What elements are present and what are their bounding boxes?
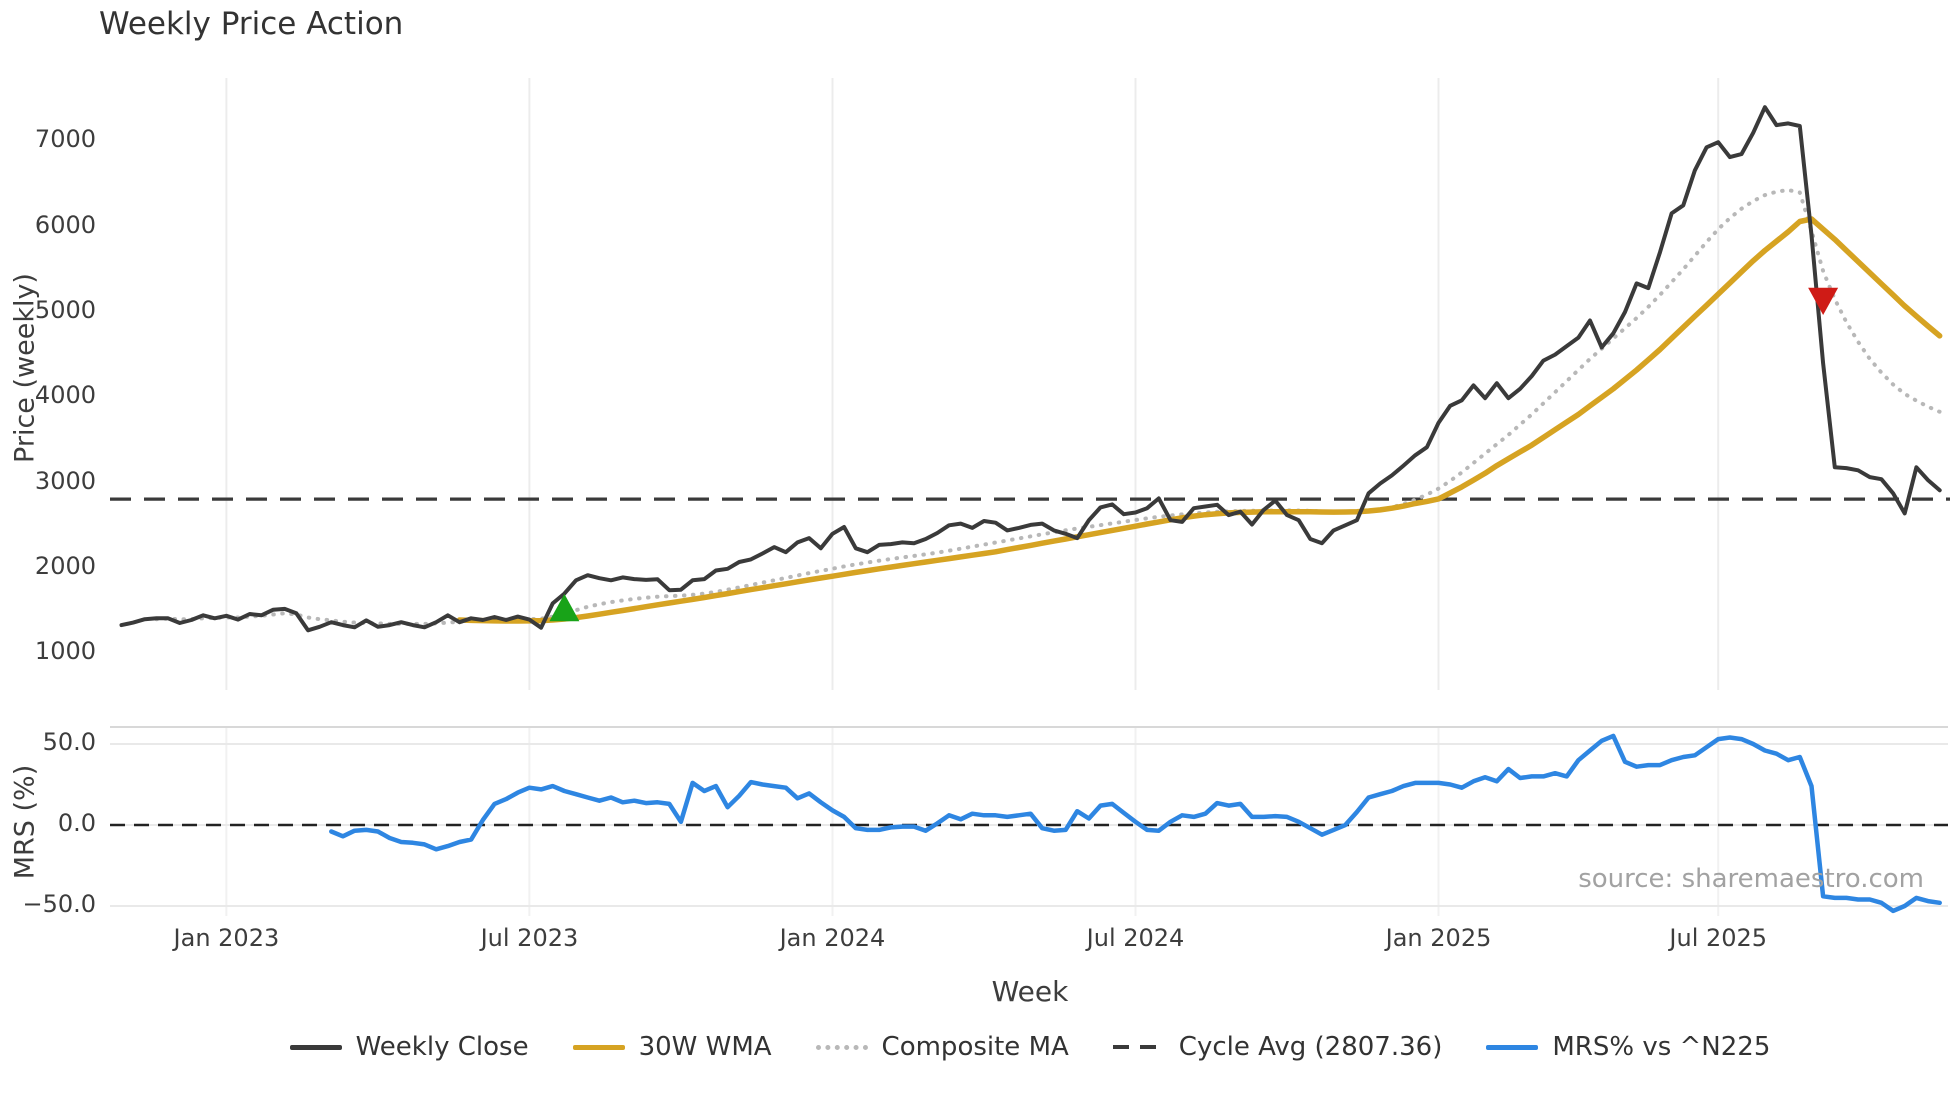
legend-item: Composite MA <box>815 1032 1069 1062</box>
legend-line-sample-icon <box>572 1044 625 1050</box>
legend-item-label: MRS% vs ^N225 <box>1552 1032 1771 1062</box>
legend: Weekly Close 30W WMA Composite MA Cycle Avg… <box>110 1032 1950 1062</box>
price-tick-label: 5000 <box>34 295 96 324</box>
price-tick-label: 6000 <box>34 210 96 239</box>
x-tick-label: Jul 2024 <box>1086 924 1185 952</box>
price-tick-label: 4000 <box>34 381 96 410</box>
x-tick-label: Jan 2023 <box>173 924 280 952</box>
chart-title: Weekly Price Action <box>99 6 404 42</box>
legend-item-label: Weekly Close <box>355 1032 529 1062</box>
legend-line-sample-icon <box>1486 1044 1539 1050</box>
buy-signal-marker-icon <box>549 593 580 622</box>
price-tick-label: 3000 <box>34 466 96 495</box>
mrs-line <box>329 733 1942 914</box>
legend-item-label: 30W WMA <box>638 1032 772 1062</box>
legend-item: MRS% vs ^N225 <box>1486 1032 1770 1062</box>
legend-item: Cycle Avg (2807.36) <box>1112 1032 1443 1062</box>
legend-item: Weekly Close <box>289 1032 529 1062</box>
source-watermark: source: sharemaestro.com <box>1578 864 1924 894</box>
legend-line-sample-icon <box>815 1044 868 1050</box>
x-tick-label: Jan 2024 <box>779 924 886 952</box>
x-tick-label: Jul 2025 <box>1669 924 1768 952</box>
price-tick-label: 2000 <box>34 551 96 580</box>
x-axis-label: Week <box>991 975 1069 1008</box>
weekly-close-line <box>119 105 1942 633</box>
mrs-tick-label: −50.0 <box>22 890 96 918</box>
legend-item-label: Cycle Avg (2807.36) <box>1178 1032 1443 1062</box>
sell-signal-marker-icon <box>1808 287 1839 316</box>
mrs-tick-label: 0.0 <box>57 809 96 837</box>
legend-item-label: Composite MA <box>881 1032 1069 1062</box>
composite-ma-line <box>154 188 1942 626</box>
mrs-tick-label: 50.0 <box>42 728 96 756</box>
legend-line-sample-icon <box>1112 1045 1165 1049</box>
legend-line-sample-icon <box>289 1044 342 1050</box>
price-tick-label: 7000 <box>34 125 96 154</box>
x-tick-label: Jul 2023 <box>480 924 579 952</box>
x-tick-label: Jan 2025 <box>1385 924 1492 952</box>
wma-line <box>456 216 1943 624</box>
legend-item: 30W WMA <box>572 1032 772 1062</box>
price-tick-label: 1000 <box>34 637 96 666</box>
